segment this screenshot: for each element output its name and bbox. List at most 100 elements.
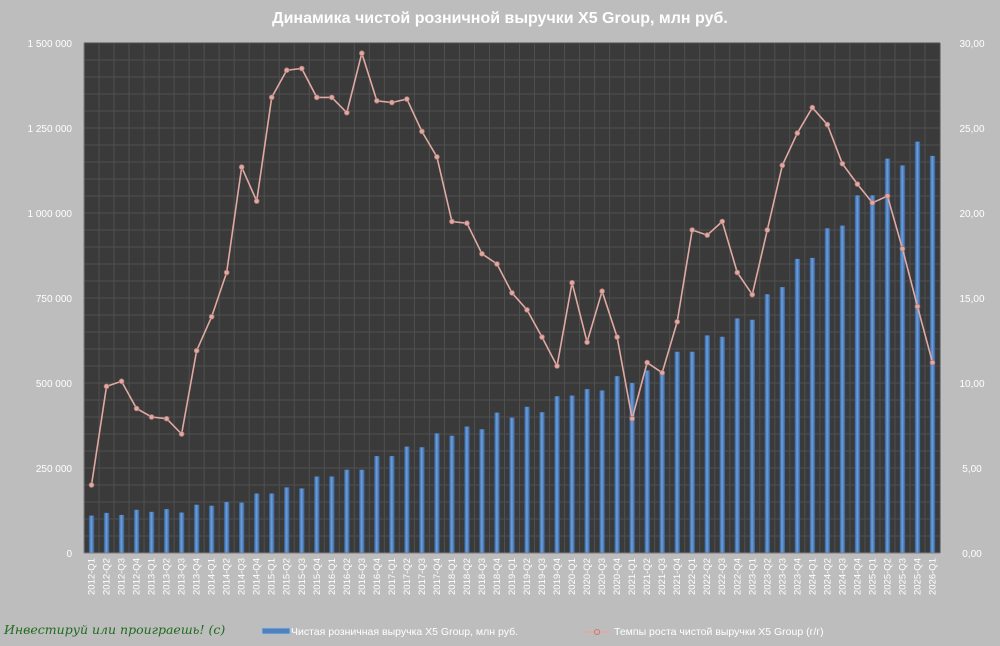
bar [238, 502, 245, 553]
bar [689, 351, 695, 553]
line-point [328, 94, 335, 101]
line-point [689, 227, 696, 233]
left-tick-label: 750 000 [36, 294, 73, 305]
line-point [659, 369, 665, 376]
bar [809, 257, 816, 553]
x-tick-label: 2015-Q3 [297, 558, 308, 595]
bar [419, 447, 425, 553]
line-point [404, 96, 410, 102]
line-point [614, 334, 620, 340]
x-tick-label: 2014-Q2 [222, 558, 233, 595]
bar [584, 389, 590, 553]
line-point [779, 162, 786, 169]
bar [178, 512, 185, 553]
bar [404, 446, 410, 553]
line-point [313, 94, 320, 101]
x-tick-label: 2015-Q1 [267, 558, 278, 595]
line-point [734, 269, 741, 276]
left-tick-label: 1 000 000 [28, 209, 73, 220]
x-tick-label: 2015-Q4 [312, 558, 323, 595]
line-point [764, 227, 771, 233]
bar [299, 488, 305, 553]
bar [479, 429, 485, 553]
x-tick-label: 2014-Q3 [237, 558, 248, 595]
line-series [88, 50, 936, 488]
x-tick-label: 2022-Q3 [717, 558, 728, 595]
line-point [704, 232, 711, 238]
legend-bar-label: Чистая розничная выручка X5 Group, млн р… [291, 626, 518, 638]
left-tick-label: 1 250 000 [28, 124, 73, 135]
watermark: Инвестируй или проиграешь! (с) [3, 622, 225, 637]
bar [524, 406, 530, 553]
line-point [644, 359, 650, 366]
chart-title: Динамика чистой розничной выручки X5 Gro… [272, 10, 728, 27]
line-point [839, 160, 846, 167]
bar [88, 515, 95, 553]
line-point [133, 405, 140, 412]
line-point [163, 415, 170, 422]
bar [509, 417, 515, 553]
left-tick-label: 0 [66, 549, 72, 560]
right-tick-label: 30,00 [959, 39, 984, 50]
bar [764, 294, 771, 553]
x-tick-label: 2018-Q3 [477, 558, 488, 595]
x-tick-label: 2012-Q3 [117, 558, 128, 595]
left-tick-label: 250 000 [36, 464, 73, 475]
x-tick-label: 2021-Q4 [672, 558, 683, 595]
x-tick-label: 2022-Q1 [687, 558, 698, 595]
bar [674, 351, 680, 553]
line-point [374, 98, 380, 104]
legend-line-label: Темпы роста чистой выручки X5 Group (г/г… [614, 626, 824, 638]
bar [464, 426, 470, 553]
bar [539, 412, 545, 553]
bar [359, 469, 365, 553]
line-point [584, 339, 590, 346]
bar [163, 509, 170, 553]
bar [659, 372, 665, 553]
x-tick-label: 2019-Q2 [522, 558, 533, 595]
x-tick-label: 2021-Q2 [642, 558, 653, 595]
line-point [178, 431, 185, 437]
x-tick-label: 2017-Q4 [432, 558, 443, 595]
x-tick-label: 2024-Q4 [852, 558, 863, 595]
bar [629, 383, 635, 553]
x-tick-label: 2020-Q3 [597, 558, 608, 595]
right-tick-label: 0,00 [962, 549, 982, 560]
bar [329, 476, 335, 553]
bar [704, 335, 710, 553]
x-tick-label: 2013-Q3 [177, 558, 188, 595]
line-point [148, 414, 155, 420]
x-tick-label: 2019-Q3 [537, 558, 548, 595]
x-tick-label: 2016-Q2 [342, 558, 353, 595]
line-point [464, 220, 470, 227]
line-point [103, 383, 110, 390]
x-tick-label: 2015-Q2 [282, 558, 293, 595]
bar [824, 228, 831, 554]
x-tick-label: 2014-Q1 [207, 558, 218, 595]
line-point [869, 200, 876, 206]
line-point [359, 50, 365, 56]
x-tick-label: 2012-Q1 [87, 558, 98, 595]
line-point [554, 363, 560, 369]
bar [734, 318, 740, 553]
bar [554, 396, 560, 553]
x-tick-label: 2012-Q2 [102, 558, 113, 595]
line-point [899, 245, 906, 252]
line-point [794, 130, 801, 136]
x-tick-label: 2025-Q3 [897, 558, 908, 595]
line-point [253, 198, 260, 204]
bar [884, 158, 891, 553]
line-point [854, 181, 861, 187]
left-axis: 0 250 000 500 000 750 000 1 000 000 1 250 000… [28, 39, 85, 560]
x-tick-label: 2018-Q4 [492, 558, 503, 595]
right-tick-label: 20,00 [959, 209, 984, 220]
bar [269, 493, 275, 553]
line-point [824, 121, 831, 128]
line-point [283, 67, 290, 73]
line-point [449, 218, 455, 225]
x-tick-label: 2020-Q4 [612, 558, 623, 595]
x-tick-label: 2017-Q3 [417, 558, 428, 595]
bar [344, 469, 350, 553]
x-tick-label: 2020-Q1 [567, 558, 578, 595]
